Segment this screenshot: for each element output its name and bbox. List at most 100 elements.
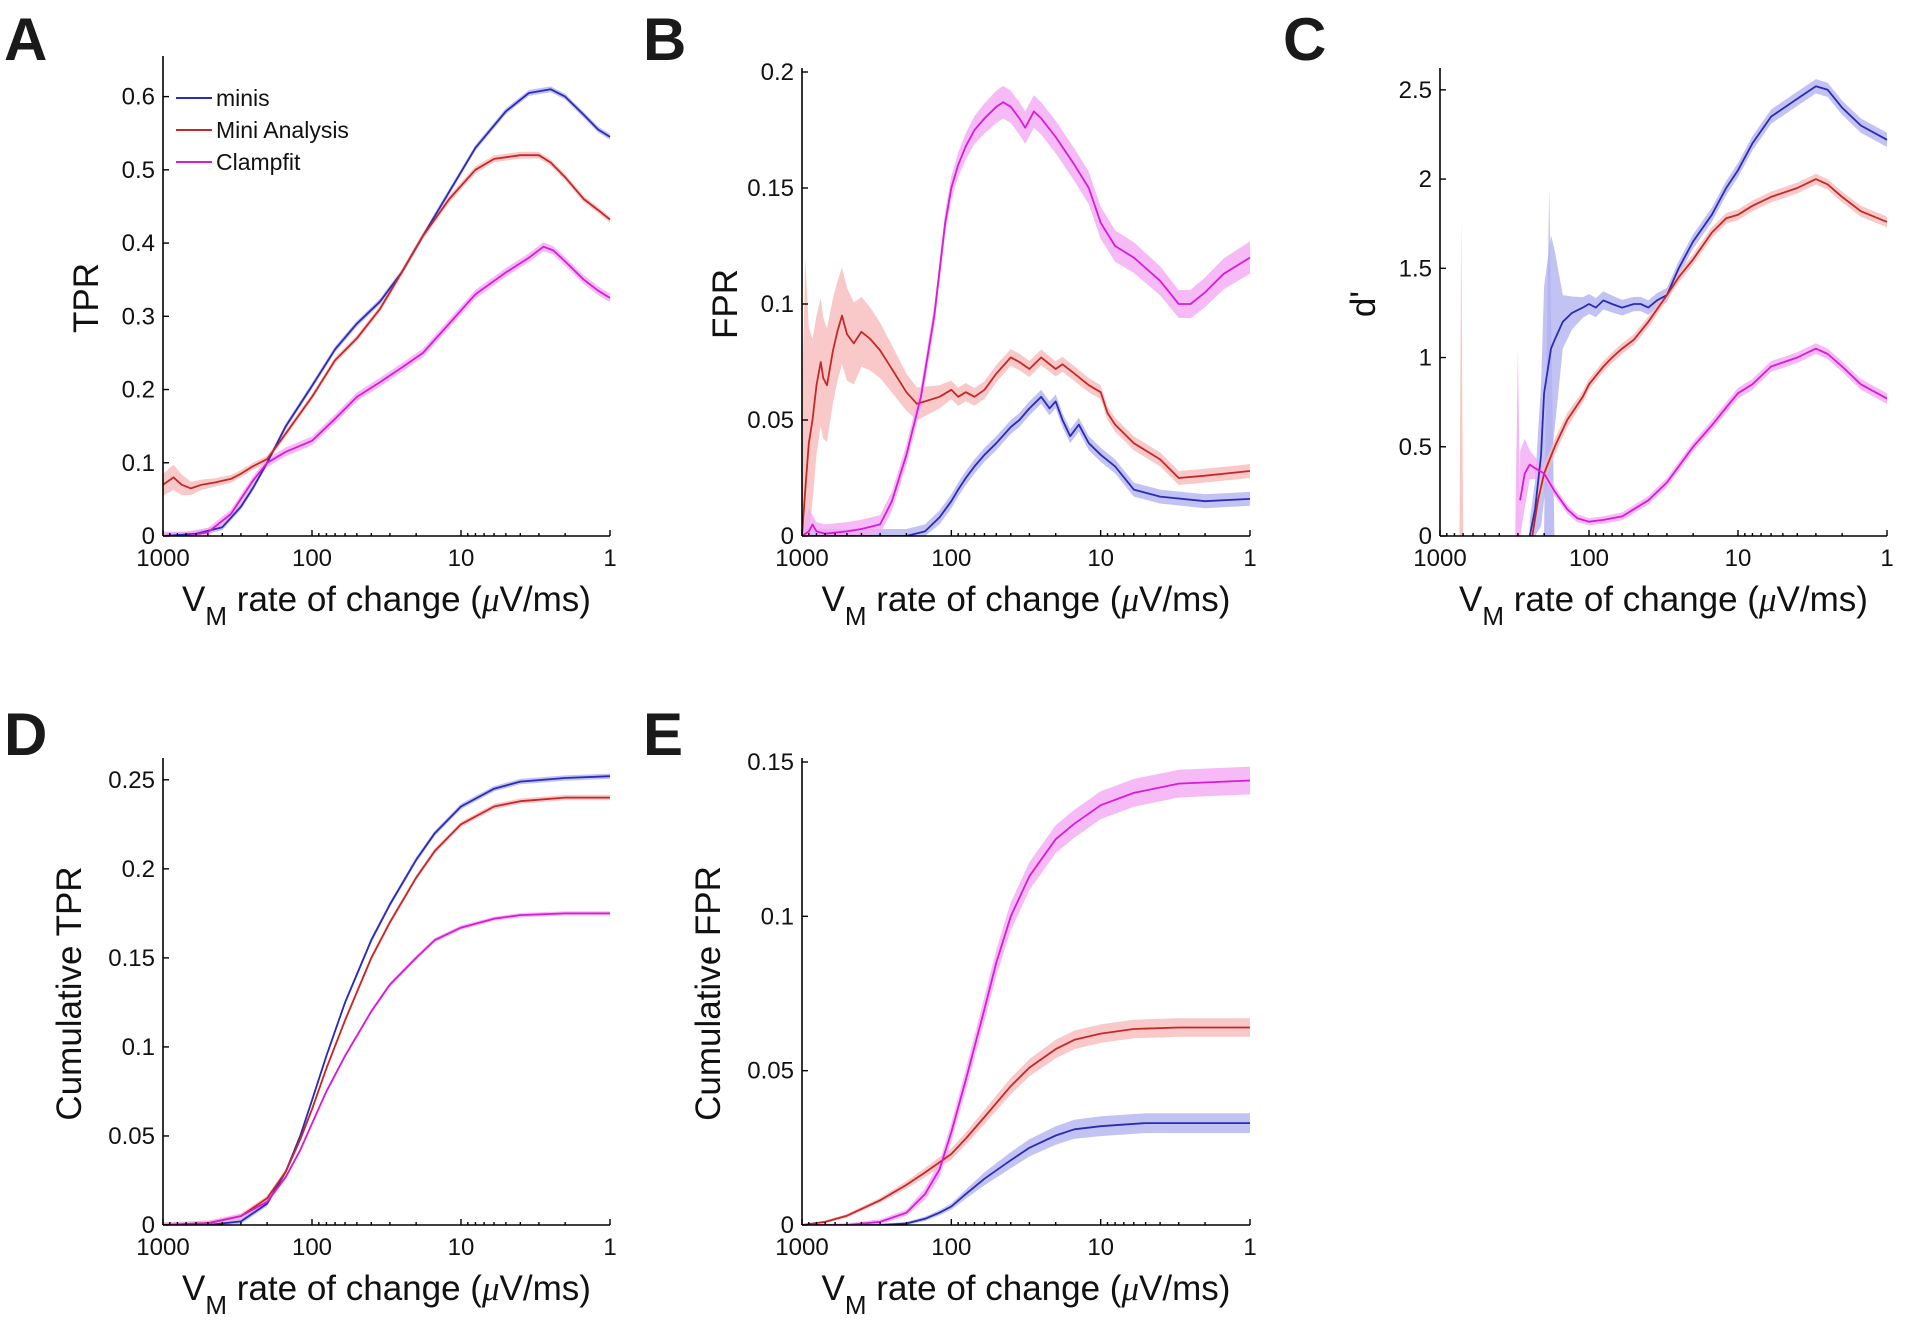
line-minis: [163, 88, 611, 536]
line-mini-analysis: [802, 1026, 1250, 1225]
x-label-mu: μ: [1120, 1269, 1139, 1308]
x-tick-label: 10: [1087, 1234, 1114, 1261]
x-tick-label: 1: [603, 545, 616, 572]
x-label-v: V: [822, 580, 846, 619]
x-label-rest: rate of change (: [1504, 580, 1759, 619]
y-axis-label: Cumulative TPR: [50, 866, 89, 1120]
y-tick-label: 0.4: [122, 230, 155, 257]
x-tick-label: 1: [1243, 545, 1256, 572]
x-axis-label: VM rate of change (μV/ms): [822, 1269, 1231, 1320]
x-tick-label: 1000: [136, 1234, 189, 1261]
y-tick-label: 0.1: [761, 291, 794, 318]
x-label-mu: μ: [481, 580, 500, 619]
x-tick-label: 1000: [775, 1234, 828, 1261]
y-tick-label: 0.3: [122, 303, 155, 330]
x-axis-label: VM rate of change (μV/ms): [1459, 580, 1868, 631]
line-mini-analysis: [1531, 178, 1888, 536]
y-tick-label: 0.05: [108, 1123, 155, 1150]
line-minis: [802, 395, 1251, 536]
x-label-sub: M: [205, 1290, 227, 1320]
x-label-sub: M: [845, 601, 867, 631]
spike-band: [1515, 348, 1521, 536]
line-minis: [802, 1122, 1250, 1225]
y-tick-label: 0.1: [761, 903, 794, 930]
x-axis-label: VM rate of change (μV/ms): [822, 580, 1231, 631]
y-tick-label: 0.05: [747, 1058, 794, 1085]
y-tick-label: 0.15: [747, 749, 794, 776]
x-label-unit: V/ms): [500, 580, 591, 619]
x-tick-label: 1000: [1413, 545, 1466, 572]
y-tick-label: 1.5: [1399, 255, 1432, 282]
y-axis-label: Cumulative FPR: [689, 866, 728, 1121]
x-label-unit: V/ms): [1777, 580, 1868, 619]
y-tick-label: 1: [1419, 345, 1432, 372]
x-label-unit: V/ms): [1139, 1269, 1230, 1308]
x-label-unit: V/ms): [1139, 580, 1230, 619]
line-minis: [1528, 85, 1888, 536]
y-tick-label: 2: [1419, 166, 1432, 193]
spike-band: [1459, 214, 1464, 536]
band-minis: [802, 1113, 1250, 1225]
y-tick-label: 0.2: [122, 856, 155, 883]
line-clampfit: [802, 101, 1251, 536]
legend: minis Mini Analysis Clampfit: [176, 85, 349, 175]
panel-letter: C: [1283, 6, 1326, 73]
y-tick-label: 0.5: [1399, 434, 1432, 461]
legend-label: minis: [216, 85, 270, 111]
y-tick-label: 0.1: [122, 1034, 155, 1061]
y-axis-label: FPR: [706, 269, 745, 339]
panel-letter: E: [643, 701, 683, 768]
x-label-sub: M: [205, 601, 227, 631]
x-label-v: V: [182, 1269, 206, 1308]
x-label-v: V: [1459, 580, 1483, 619]
plot-area: [163, 773, 611, 1225]
y-axis-label: d': [1344, 291, 1383, 317]
x-label-sub: M: [845, 1290, 867, 1320]
x-label-mu: μ: [481, 1269, 500, 1308]
y-tick-label: 0: [781, 523, 794, 550]
band-minis: [1529, 79, 1887, 536]
x-tick-label: 10: [1725, 545, 1752, 572]
y-tick-label: 0.1: [122, 450, 155, 477]
line-clampfit: [163, 245, 611, 536]
y-tick-label: 0.2: [122, 377, 155, 404]
y-tick-label: 0: [1419, 523, 1432, 550]
x-tick-label: 10: [448, 545, 475, 572]
x-label-unit: V/ms): [500, 1269, 591, 1308]
y-tick-label: 0.6: [122, 84, 155, 111]
x-tick-label: 1000: [136, 545, 189, 572]
legend-label: Mini Analysis: [216, 117, 349, 143]
plot-area: [802, 766, 1251, 1225]
x-tick-label: 100: [1569, 545, 1609, 572]
x-tick-label: 1: [1880, 545, 1893, 572]
band-mini-analysis: [163, 151, 610, 496]
x-tick-label: 1: [1243, 1234, 1256, 1261]
x-label-rest: rate of change (: [867, 1269, 1122, 1308]
x-tick-label: 100: [292, 1234, 332, 1261]
y-tick-label: 0: [142, 523, 155, 550]
y-tick-label: 0.05: [747, 407, 794, 434]
y-tick-label: 0: [781, 1212, 794, 1239]
band-clampfit: [1520, 343, 1887, 536]
x-tick-label: 100: [931, 545, 971, 572]
band-clampfit: [163, 911, 610, 1225]
x-label-rest: rate of change (: [867, 580, 1122, 619]
band-clampfit: [163, 242, 610, 536]
panel-letter: A: [4, 6, 47, 73]
x-label-mu: μ: [1758, 580, 1777, 619]
line-clampfit: [163, 912, 610, 1225]
x-axis-label: VM rate of change (μV/ms): [182, 580, 591, 631]
x-tick-label: 100: [931, 1234, 971, 1261]
x-tick-label: 100: [292, 545, 332, 572]
y-tick-label: 2.5: [1399, 77, 1432, 104]
line-mini-analysis: [802, 314, 1251, 536]
x-label-rest: rate of change (: [227, 580, 482, 619]
legend-label: Clampfit: [216, 149, 301, 175]
panel-letter: B: [643, 6, 686, 73]
line-mini-analysis: [163, 154, 611, 490]
